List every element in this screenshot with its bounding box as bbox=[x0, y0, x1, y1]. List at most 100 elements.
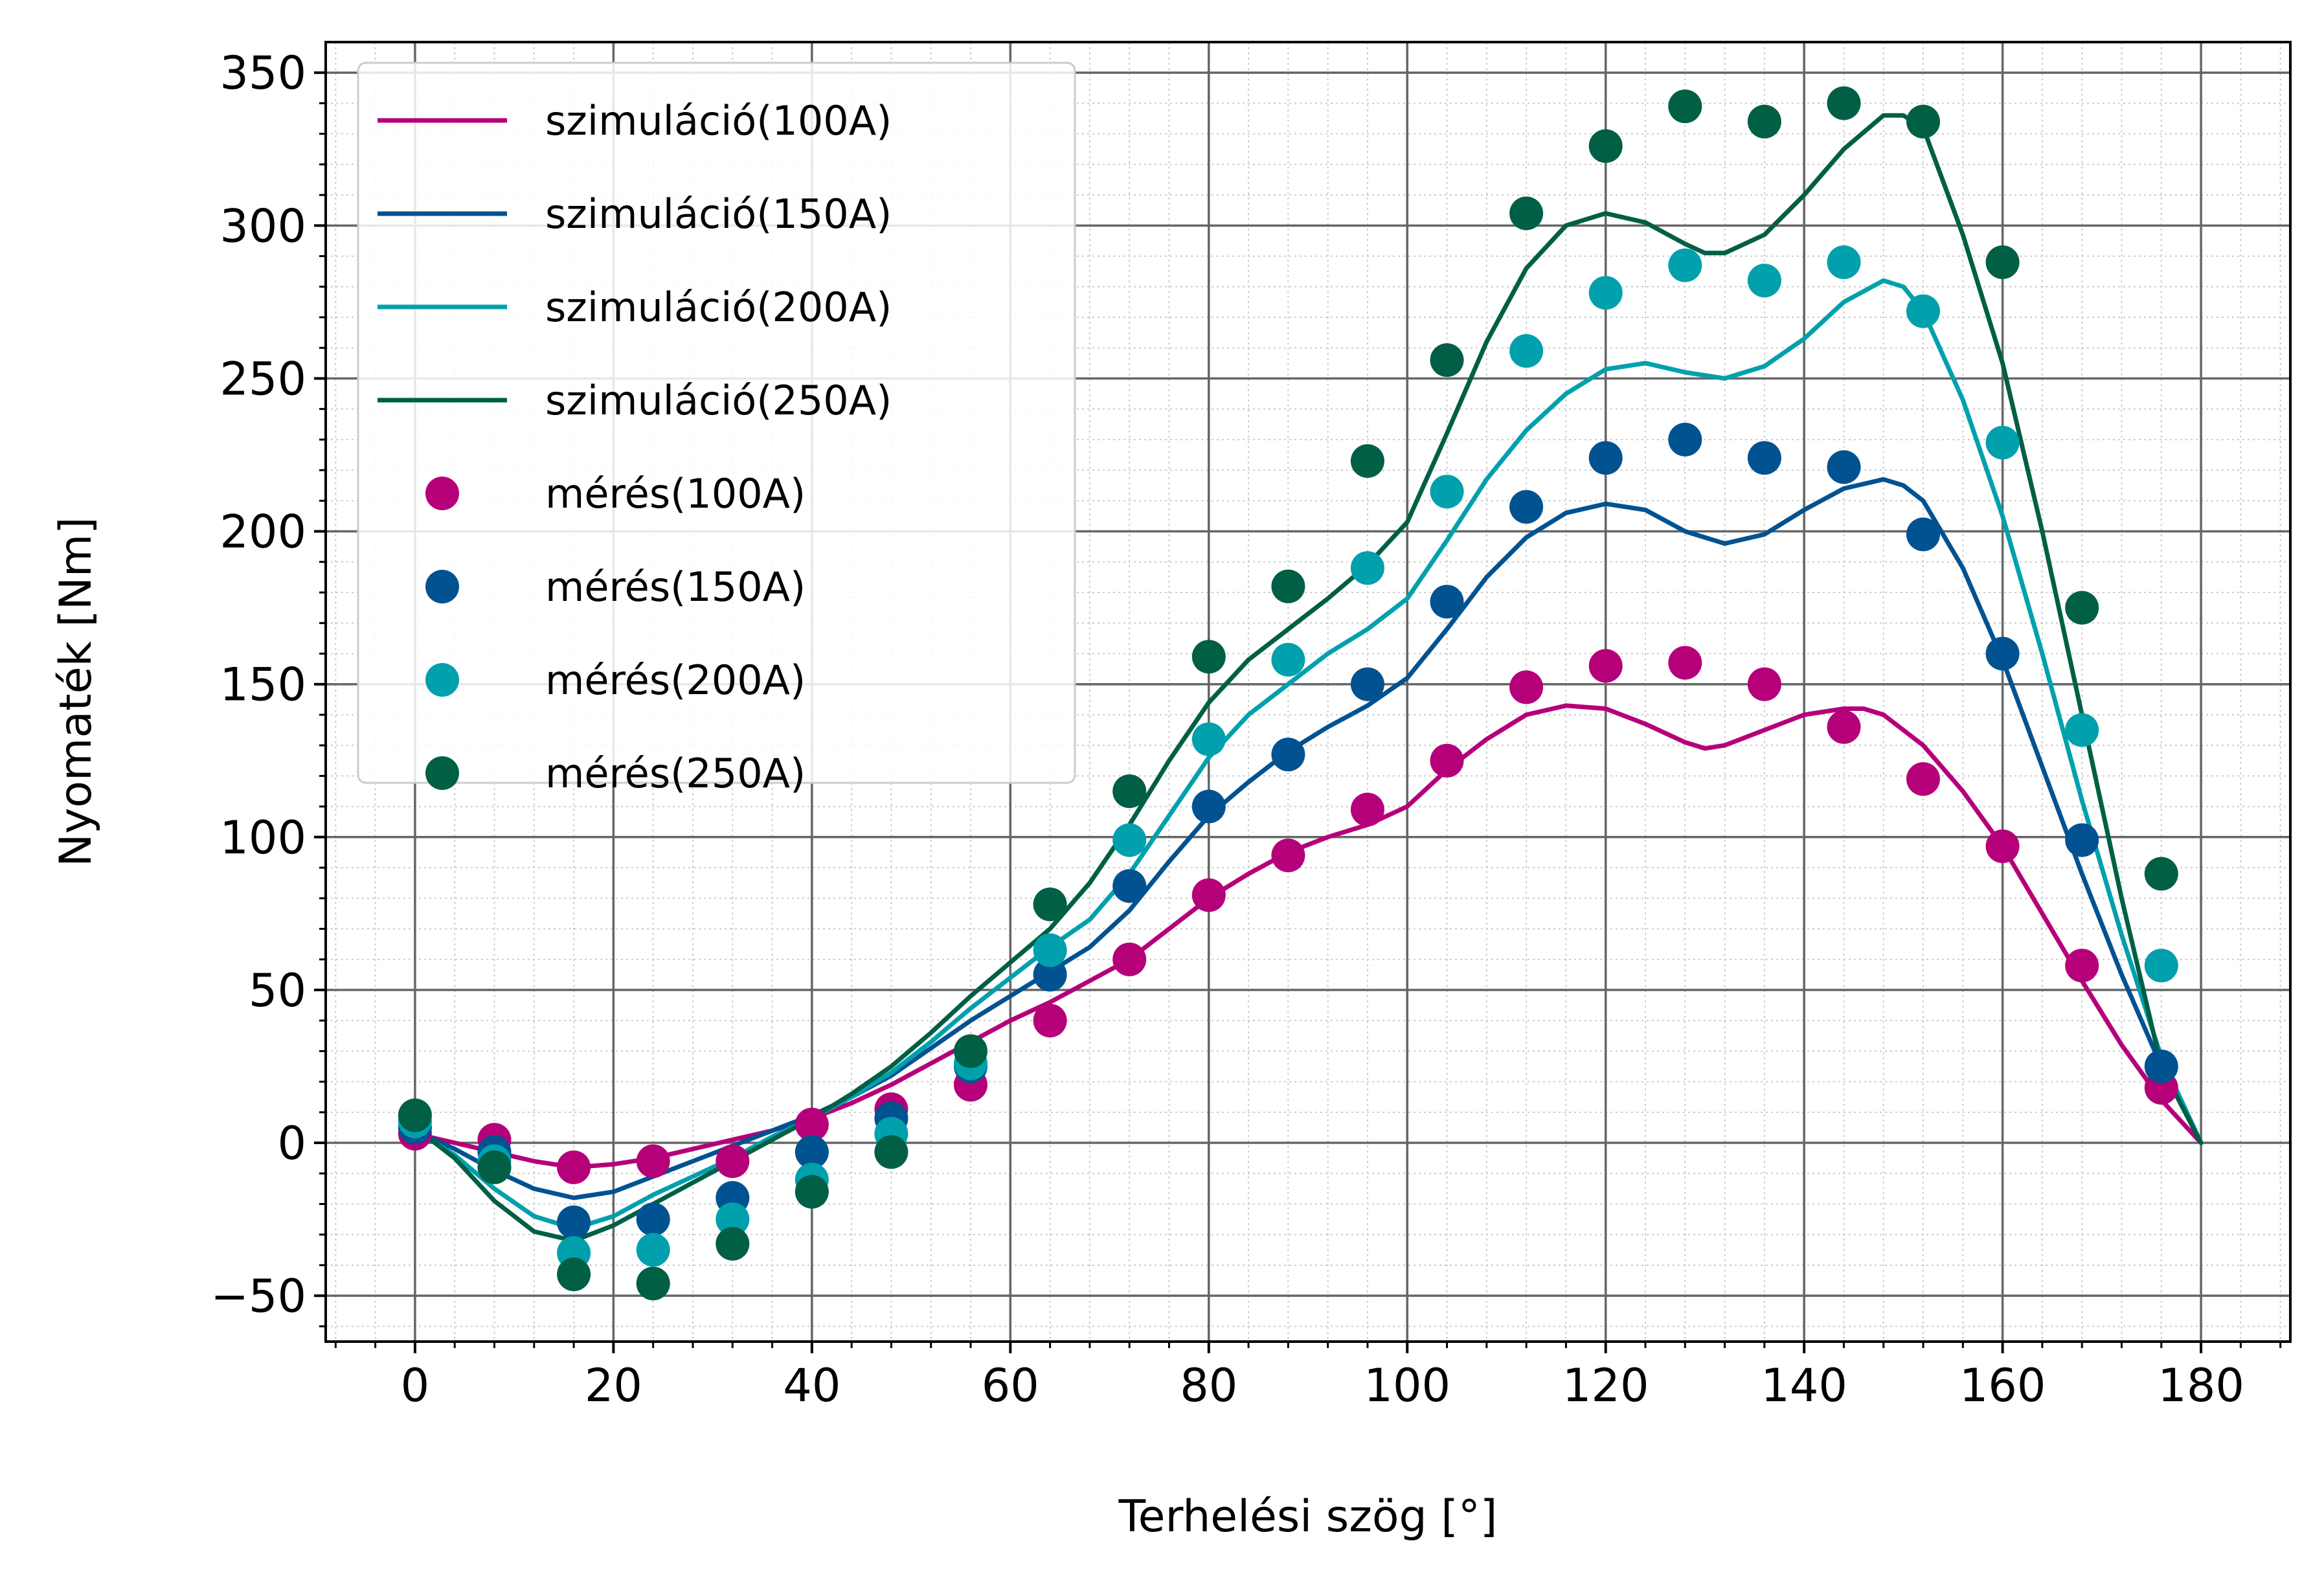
measurement-point bbox=[1112, 823, 1147, 857]
measurement-point bbox=[398, 1098, 432, 1132]
measurement-point bbox=[1668, 248, 1702, 282]
legend-marker-swatch bbox=[425, 570, 459, 603]
measurement-point bbox=[1033, 1004, 1067, 1038]
measurement-point bbox=[1033, 933, 1067, 967]
measurement-point bbox=[1747, 104, 1781, 139]
measurement-point bbox=[1985, 829, 2020, 863]
y-tick-label: 300 bbox=[220, 199, 306, 253]
measurement-point bbox=[1509, 196, 1544, 231]
measurement-point bbox=[1509, 334, 1544, 368]
tick-labels: 0 20 40 60 80 100 120 140 160 180 −50 0 50 100 150 200 2… bbox=[210, 47, 2244, 1412]
y-tick-label: 50 bbox=[249, 964, 306, 1017]
y-tick-label: 150 bbox=[220, 658, 306, 712]
measurement-point bbox=[1271, 569, 1305, 603]
measurement-points bbox=[398, 86, 2178, 1301]
measurement-point bbox=[1906, 762, 1940, 796]
legend-label: mérés(100A) bbox=[545, 470, 806, 517]
legend-marker-swatch bbox=[425, 756, 459, 790]
measurement-point bbox=[557, 1150, 591, 1184]
measurement-point bbox=[1747, 667, 1781, 701]
measurement-point bbox=[557, 1205, 591, 1239]
x-tick-label: 140 bbox=[1761, 1359, 1847, 1412]
x-tick-label: 180 bbox=[2158, 1359, 2244, 1412]
y-axis-label: Nyomaték [Nm] bbox=[51, 517, 102, 866]
x-tick-label: 160 bbox=[1959, 1359, 2046, 1412]
measurement-point bbox=[1985, 245, 2020, 279]
measurement-point bbox=[954, 1034, 987, 1068]
measurement-point bbox=[2065, 591, 2099, 625]
measurement-point bbox=[1827, 450, 1861, 484]
measurement-point bbox=[1509, 670, 1544, 704]
x-tick-label: 100 bbox=[1364, 1359, 1450, 1412]
measurement-point bbox=[1350, 667, 1384, 701]
measurement-point bbox=[1350, 551, 1384, 585]
legend-marker-swatch bbox=[425, 477, 459, 510]
measurement-point bbox=[636, 1144, 670, 1178]
y-tick-label: 250 bbox=[220, 352, 306, 405]
measurement-point bbox=[1906, 294, 1940, 328]
measurement-point bbox=[1350, 793, 1384, 827]
measurement-point bbox=[1430, 743, 1464, 778]
measurement-point bbox=[2065, 949, 2099, 983]
measurement-point bbox=[1747, 441, 1781, 475]
y-tick-label: −50 bbox=[210, 1270, 306, 1323]
measurement-point bbox=[1985, 636, 2020, 671]
measurement-point bbox=[716, 1226, 750, 1261]
legend-label: szimuláció(150A) bbox=[545, 190, 892, 238]
measurement-point bbox=[716, 1144, 750, 1178]
measurement-point bbox=[1668, 422, 1702, 456]
x-tick-label: 60 bbox=[982, 1359, 1039, 1412]
measurement-point bbox=[1588, 441, 1623, 475]
measurement-point bbox=[636, 1266, 670, 1301]
x-tick-label: 20 bbox=[585, 1359, 642, 1412]
measurement-point bbox=[477, 1150, 512, 1184]
measurement-point bbox=[1588, 129, 1623, 163]
measurement-point bbox=[874, 1135, 908, 1169]
legend-marker-swatch bbox=[425, 663, 459, 697]
measurement-point bbox=[1112, 774, 1147, 808]
measurement-point bbox=[636, 1233, 670, 1267]
measurement-point bbox=[1747, 264, 1781, 298]
measurement-point bbox=[1191, 878, 1226, 912]
measurement-point bbox=[1112, 869, 1147, 903]
simulation-line bbox=[412, 703, 2204, 1170]
measurement-point bbox=[795, 1135, 829, 1169]
measurement-point bbox=[1033, 958, 1067, 992]
measurement-point bbox=[2065, 823, 2099, 857]
measurement-point bbox=[557, 1257, 591, 1292]
measurement-point bbox=[795, 1107, 829, 1142]
x-tick-label: 40 bbox=[783, 1359, 840, 1412]
legend-label: mérés(250A) bbox=[545, 750, 806, 797]
x-tick-label: 0 bbox=[401, 1359, 430, 1412]
measurement-point bbox=[1668, 89, 1702, 124]
measurement-point bbox=[1430, 475, 1464, 509]
measurement-point bbox=[1430, 585, 1464, 619]
x-tick-label: 80 bbox=[1180, 1359, 1237, 1412]
y-tick-label: 100 bbox=[220, 811, 306, 864]
measurement-point bbox=[716, 1202, 750, 1237]
measurement-point bbox=[795, 1175, 829, 1209]
measurement-point bbox=[1271, 642, 1305, 677]
measurement-point bbox=[1588, 649, 1623, 683]
measurement-point bbox=[1827, 245, 1861, 279]
axis-ticks bbox=[314, 71, 2282, 1353]
legend-label: mérés(150A) bbox=[545, 563, 806, 611]
measurement-point bbox=[1033, 887, 1067, 921]
measurement-point bbox=[2065, 713, 2099, 747]
measurement-point bbox=[1827, 710, 1861, 744]
measurement-point bbox=[1191, 789, 1226, 824]
measurement-point bbox=[1827, 86, 1861, 120]
legend-box bbox=[357, 62, 1076, 784]
measurement-point bbox=[1191, 722, 1226, 756]
y-tick-label: 200 bbox=[220, 506, 306, 559]
measurement-point bbox=[1271, 839, 1305, 873]
legend-label: szimuláció(100A) bbox=[545, 97, 892, 144]
x-axis-label: Terhelési szög [°] bbox=[1118, 1491, 1498, 1542]
measurement-point bbox=[1271, 737, 1305, 772]
measurement-point bbox=[1985, 425, 2020, 460]
measurement-point bbox=[636, 1202, 670, 1237]
y-tick-label: 0 bbox=[277, 1117, 306, 1170]
